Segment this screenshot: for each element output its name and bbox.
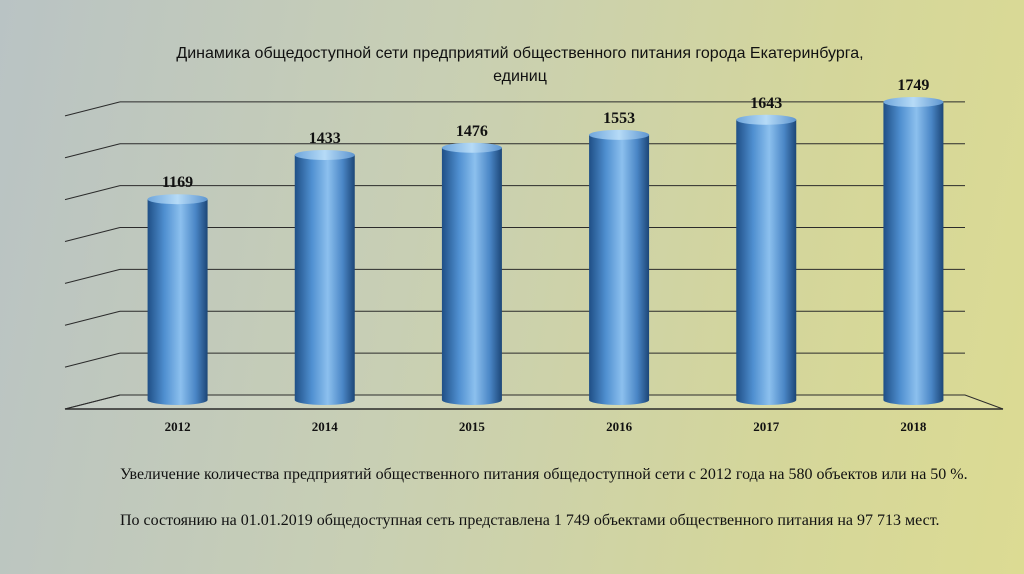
category-label-2014: 2014: [312, 419, 339, 434]
value-label-2016: 1553: [603, 110, 635, 127]
gridline-side: [64, 310, 121, 326]
category-label-2012: 2012: [165, 419, 191, 434]
summary-paragraph-2: По состоянию на 01.01.2019 общедоступная…: [120, 512, 940, 529]
bar-body: [294, 154, 355, 405]
bar-top: [736, 114, 797, 125]
gridline-side: [64, 143, 121, 159]
category-label-2018: 2018: [900, 419, 927, 434]
summary-paragraph-1: Увеличение количества предприятий общест…: [120, 466, 968, 483]
bar-2014: [294, 149, 355, 405]
bar-body: [147, 199, 208, 405]
category-label-2015: 2015: [459, 419, 486, 434]
bar-2012: [147, 194, 208, 405]
labels: 1169 2012 1433 2014 1476 2015 1553 2016 1643 2017…: [162, 77, 929, 434]
bar-2015: [441, 142, 502, 405]
bar-body: [883, 102, 944, 405]
bar-2016: [589, 129, 650, 405]
gridline-side: [64, 185, 121, 201]
chart-title: Динамика общедоступной сети предприятий …: [176, 45, 864, 85]
value-label-2017: 1643: [750, 95, 782, 112]
bar-2017: [736, 114, 797, 406]
bar-body: [441, 147, 502, 405]
gridline-side: [64, 101, 121, 117]
value-label-2014: 1433: [309, 130, 341, 147]
value-label-2012: 1169: [162, 174, 193, 191]
gridline-side: [64, 352, 121, 368]
value-label-2015: 1476: [456, 123, 488, 140]
bar-top: [147, 194, 208, 205]
gridline-side: [64, 268, 121, 284]
bar-top: [883, 97, 944, 108]
bar-top: [441, 142, 502, 153]
bar-top: [294, 149, 355, 160]
gridline-side: [64, 227, 121, 242]
category-label-2016: 2016: [606, 419, 633, 434]
bars: [147, 97, 944, 406]
bar-body: [736, 119, 797, 406]
bar-top: [589, 129, 650, 140]
value-label-2018: 1749: [897, 77, 929, 94]
bar-body: [589, 134, 650, 405]
category-label-2017: 2017: [753, 419, 780, 434]
bar-2018: [883, 97, 944, 405]
